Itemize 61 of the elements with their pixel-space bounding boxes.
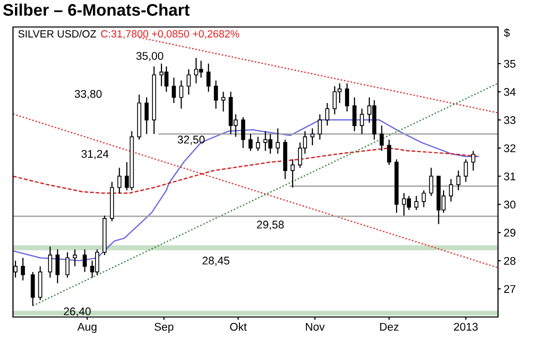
candlestick [241,116,246,149]
candlestick [290,158,295,188]
candlestick [318,114,322,140]
candlestick [248,133,253,152]
candlestick [325,102,330,126]
y-tick-label: 34 [504,88,516,96]
candlestick [65,252,70,278]
annotation: 28,45 [202,256,230,266]
candlestick [206,63,211,92]
x-tick-label: Nov [306,322,325,331]
candlestick [448,178,454,202]
candlestick [172,77,176,104]
x-tick-label: 2013 [454,322,478,331]
candlestick [56,248,60,284]
y-tick-label: 33 [504,116,516,124]
candlestick [221,91,226,112]
candlestick [144,96,149,135]
candlestick [352,96,357,132]
candlestick [471,150,476,172]
y-axis-title: $ [504,28,510,38]
candlestick [310,128,314,146]
candlestick [186,68,191,96]
y-tick-label: 28 [504,256,516,265]
candlestick [117,167,122,194]
annotation: 29,58 [257,220,284,230]
candlestick [48,246,52,278]
y-tick-label: 29 [504,228,516,237]
y-tick-label: 27 [504,285,516,293]
annotation: 35,00 [136,52,164,62]
candlestick [30,271,35,306]
y-tick-label: 35 [504,60,516,68]
annotation: 31,24 [81,150,109,160]
candlestick [456,170,460,191]
chart-subtitle: SILVER USD/OZ [18,30,96,38]
candlestick [387,139,392,166]
annotation: 32,50 [178,136,205,145]
candlestick [179,80,184,110]
candlestick [422,190,426,208]
candlestick [380,124,384,152]
x-tick-label: Okt [230,322,247,331]
candlestick [345,82,350,112]
candlestick [72,248,77,267]
y-tick-label: 31 [504,172,516,180]
candlestick [256,136,260,152]
annotation: 33,80 [74,90,102,100]
y-tick-label: 30 [504,200,516,209]
annotation: C:31,7800 +0,0850 +0,2682% [101,30,240,39]
x-tick-label: Aug [77,322,96,333]
candlestick [464,158,468,182]
x-tick-label: Sep [154,322,174,333]
y-tick-label: 32 [504,144,516,152]
candlestick [414,195,418,211]
candlestick [20,257,25,281]
candlestick [276,128,280,154]
candlestick [360,108,364,135]
x-tick-label: Dez [380,322,398,331]
annotation: 26,40 [64,307,91,317]
candlestick [82,248,87,273]
candlestick [429,167,434,196]
chart-title: Silber – 6-Monats-Chart [3,4,190,16]
candlestick [214,80,218,110]
